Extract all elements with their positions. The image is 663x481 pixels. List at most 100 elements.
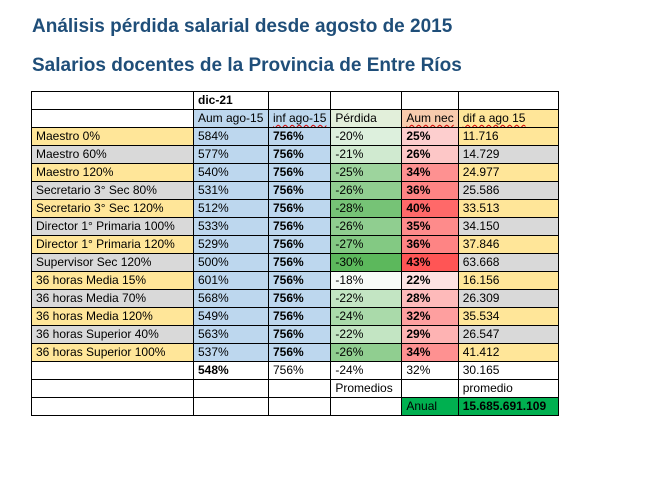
empty-cell — [330, 91, 403, 110]
row-perdida: -30% — [330, 253, 403, 272]
row-aum: 537% — [193, 343, 269, 362]
header-perdida: Pérdida — [330, 109, 403, 128]
anual-label: Anual — [401, 397, 459, 416]
main-title: Análisis pérdida salarial desde agosto d… — [32, 16, 453, 37]
table-row: Director 1° Primaria 120% 529% 756% -27% 36%… — [31, 235, 559, 254]
header-row: Aum ago-15 inf ago-15 Pérdida Aum nec di… — [31, 109, 559, 128]
averages-row: 548% 756% -24% 32% 30.165 — [31, 361, 559, 380]
annual-total: 15.685.691.109 — [457, 397, 559, 416]
empty-cell — [31, 109, 194, 128]
row-name: Supervisor Sec 120% — [31, 253, 194, 272]
header-aum-nec: Aum nec — [401, 109, 459, 128]
table-row: Secretario 3° Sec 120% 512% 756% -28% 40% 33.… — [31, 199, 559, 218]
row-dif: 24.977 — [457, 163, 559, 182]
row-perdida: -25% — [330, 163, 403, 182]
row-perdida: -26% — [330, 217, 403, 236]
row-dif: 33.513 — [457, 199, 559, 218]
row-aum-nec: 26% — [401, 145, 459, 164]
row-inf: 756% — [267, 127, 332, 146]
table-row: 36 horas Superior 40% 563% 756% -22% 29% 26.5… — [31, 325, 559, 344]
header-inf: inf ago-15 — [267, 109, 332, 128]
table-row: Maestro 120% 540% 756% -25% 34% 24.977 — [31, 163, 559, 182]
row-aum: 577% — [193, 145, 269, 164]
row-inf: 756% — [267, 235, 332, 254]
row-aum: 531% — [193, 181, 269, 200]
row-inf: 756% — [267, 253, 332, 272]
row-perdida: -26% — [330, 343, 403, 362]
row-dif: 34.150 — [457, 217, 559, 236]
row-aum: 549% — [193, 307, 269, 326]
row-aum-nec: 43% — [401, 253, 459, 272]
row-aum: 529% — [193, 235, 269, 254]
subtitle: Salarios docentes de la Provincia de Ent… — [32, 55, 462, 76]
row-dif: 37.846 — [457, 235, 559, 254]
table-row: Secretario 3° Sec 80% 531% 756% -26% 36% 25.5… — [31, 181, 559, 200]
row-dif: 25.586 — [457, 181, 559, 200]
row-aum: 568% — [193, 289, 269, 308]
table-row: Maestro 60% 577% 756% -21% 26% 14.729 — [31, 145, 559, 164]
row-aum-nec: 25% — [401, 127, 459, 146]
promedio-label: promedio — [457, 379, 559, 398]
avg-aum-nec: 32% — [401, 361, 459, 380]
row-perdida: -22% — [330, 325, 403, 344]
header-dif: dif a ago 15 — [457, 109, 559, 128]
row-perdida: -22% — [330, 289, 403, 308]
row-dif: 26.547 — [457, 325, 559, 344]
empty-cell — [31, 379, 194, 398]
row-name: 36 horas Superior 40% — [31, 325, 194, 344]
row-inf: 756% — [267, 217, 332, 236]
empty-cell — [31, 361, 194, 380]
row-dif: 14.729 — [457, 145, 559, 164]
row-inf: 756% — [267, 145, 332, 164]
row-perdida: -20% — [330, 127, 403, 146]
empty-cell — [31, 397, 194, 416]
table-row: Supervisor Sec 120% 500% 756% -30% 43% 63.668 — [31, 253, 559, 272]
table-row: 36 horas Superior 100% 537% 756% -26% 34% 41.… — [31, 343, 559, 362]
period-label: dic-21 — [193, 91, 269, 110]
row-aum-nec: 34% — [401, 163, 459, 182]
row-dif: 11.716 — [457, 127, 559, 146]
labels-row: Promedios promedio — [31, 379, 559, 398]
row-aum-nec: 29% — [401, 325, 459, 344]
row-inf: 756% — [267, 307, 332, 326]
row-perdida: -18% — [330, 271, 403, 290]
table-body: dic-21 Aum ago-15 inf ago-15 Pérdida Aum… — [31, 91, 559, 362]
row-aum: 563% — [193, 325, 269, 344]
row-aum-nec: 28% — [401, 289, 459, 308]
avg-dif: 30.165 — [457, 361, 559, 380]
row-inf: 756% — [267, 181, 332, 200]
empty-cell — [193, 397, 269, 416]
period-row: dic-21 — [31, 91, 559, 110]
annual-row: Anual 15.685.691.109 — [31, 397, 559, 416]
empty-cell — [401, 91, 459, 110]
avg-inf: 756% — [267, 361, 332, 380]
empty-cell — [401, 379, 459, 398]
row-name: Secretario 3° Sec 80% — [31, 181, 194, 200]
row-name: Maestro 0% — [31, 127, 194, 146]
avg-perdida: -24% — [330, 361, 403, 380]
salary-table: dic-21 Aum ago-15 inf ago-15 Pérdida Aum… — [31, 91, 559, 416]
row-dif: 35.534 — [457, 307, 559, 326]
row-inf: 756% — [267, 289, 332, 308]
table-row: 36 horas Media 70% 568% 756% -22% 28% 26.309 — [31, 289, 559, 308]
row-perdida: -26% — [330, 181, 403, 200]
row-name: Director 1° Primaria 100% — [31, 217, 194, 236]
table-row: Director 1° Primaria 100% 533% 756% -26% 35%… — [31, 217, 559, 236]
row-aum: 533% — [193, 217, 269, 236]
empty-cell — [330, 397, 403, 416]
empty-cell — [267, 397, 332, 416]
table-row: 36 horas Media 120% 549% 756% -24% 32% 35.534 — [31, 307, 559, 326]
row-perdida: -28% — [330, 199, 403, 218]
table-row: Maestro 0% 584% 756% -20% 25% 11.716 — [31, 127, 559, 146]
row-name: Maestro 60% — [31, 145, 194, 164]
row-aum: 584% — [193, 127, 269, 146]
row-inf: 756% — [267, 199, 332, 218]
row-inf: 756% — [267, 271, 332, 290]
row-dif: 26.309 — [457, 289, 559, 308]
row-aum: 512% — [193, 199, 269, 218]
row-aum-nec: 32% — [401, 307, 459, 326]
empty-cell — [457, 91, 559, 110]
row-name: 36 horas Media 120% — [31, 307, 194, 326]
row-dif: 41.412 — [457, 343, 559, 362]
